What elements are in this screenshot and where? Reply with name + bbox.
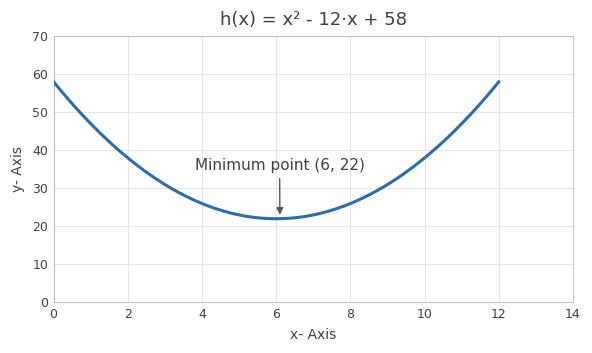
Text: Minimum point (6, 22): Minimum point (6, 22) <box>195 158 365 213</box>
X-axis label: x- Axis: x- Axis <box>290 328 336 342</box>
Y-axis label: y- Axis: y- Axis <box>11 146 25 192</box>
Title: h(x) = x² - 12·x + 58: h(x) = x² - 12·x + 58 <box>220 11 407 29</box>
